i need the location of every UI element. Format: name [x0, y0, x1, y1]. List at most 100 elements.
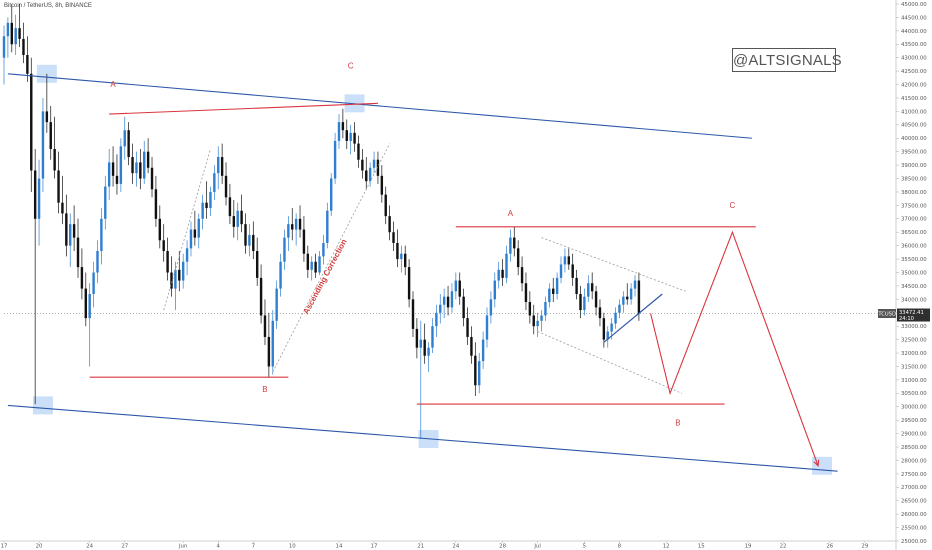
- candle: [450, 283, 454, 313]
- candle: [244, 213, 247, 254]
- candle: [454, 272, 458, 300]
- candle-body: [403, 253, 407, 268]
- candle: [111, 146, 115, 187]
- candle: [143, 140, 146, 184]
- candle: [552, 277, 555, 303]
- candle: [478, 353, 481, 394]
- candle-body: [583, 296, 586, 311]
- candle-body: [485, 315, 489, 340]
- candle-body: [84, 288, 88, 319]
- candle: [497, 261, 500, 289]
- x-tick-label: 28: [499, 544, 506, 550]
- candle: [181, 253, 185, 289]
- candle: [411, 291, 415, 337]
- candle: [213, 165, 216, 201]
- x-tick-label: 5: [583, 544, 586, 550]
- candle-body: [135, 162, 138, 174]
- candle-body: [217, 157, 220, 174]
- x-tick-label: 8: [618, 544, 622, 550]
- candle: [446, 285, 450, 316]
- projection-path: [650, 230, 819, 467]
- candle: [154, 175, 158, 227]
- candle: [263, 299, 267, 345]
- candle: [583, 288, 586, 316]
- y-tick-label: 38000.00: [901, 190, 927, 196]
- y-tick-label: 27500.00: [901, 472, 927, 478]
- candle-body: [353, 132, 356, 144]
- candle-body: [361, 159, 364, 171]
- candle: [2, 25, 6, 85]
- candle: [322, 234, 325, 265]
- candle-body: [150, 167, 154, 190]
- candle: [267, 312, 271, 378]
- candle-body: [33, 170, 37, 219]
- candle: [372, 151, 376, 174]
- candle: [314, 253, 317, 278]
- candle-body: [392, 232, 395, 243]
- candle-body: [497, 269, 500, 281]
- price-tag-value: 33472.41: [899, 310, 924, 316]
- candle-body: [637, 280, 641, 314]
- y-tick-label: 25000.00: [901, 539, 927, 545]
- candle: [252, 221, 255, 260]
- candle-body: [205, 202, 208, 209]
- candle: [555, 272, 559, 300]
- candle: [501, 259, 504, 286]
- candle-body: [255, 251, 259, 278]
- candle-body: [287, 224, 290, 238]
- candle-body: [528, 302, 532, 316]
- candle: [380, 165, 384, 203]
- x-tick-label: 4: [217, 544, 221, 550]
- candle: [30, 57, 33, 192]
- candle-body: [442, 296, 446, 305]
- price-tag-symbol-box: [878, 309, 896, 319]
- candle-body: [462, 296, 465, 319]
- candle: [49, 106, 52, 160]
- candle: [341, 108, 345, 139]
- candle: [466, 307, 469, 345]
- candle-body: [279, 261, 282, 289]
- candle-body: [181, 261, 185, 281]
- watermark-logo: @ALTSIGNALS: [732, 48, 842, 72]
- candle-body: [427, 347, 430, 356]
- candle: [119, 138, 123, 192]
- candle-body: [501, 269, 504, 278]
- candle: [536, 312, 539, 337]
- candle-body: [513, 237, 516, 249]
- candle: [509, 229, 512, 262]
- candle-body: [419, 339, 422, 348]
- candle: [193, 210, 197, 246]
- candle: [606, 326, 609, 348]
- candle: [65, 194, 68, 257]
- candle: [349, 124, 352, 155]
- candle-body: [575, 277, 578, 294]
- candle: [400, 245, 403, 273]
- candle-body: [493, 280, 497, 300]
- candle: [294, 213, 298, 246]
- channel-lower-line: [7, 404, 838, 472]
- candle-body: [228, 197, 232, 217]
- candle-body: [111, 162, 115, 176]
- candle-body: [423, 339, 426, 356]
- candle-body: [571, 264, 574, 278]
- x-tick-label: Jul: [533, 544, 541, 550]
- candle-body: [193, 229, 197, 238]
- candle: [37, 159, 41, 246]
- candle-body: [516, 248, 520, 268]
- candle: [462, 288, 465, 327]
- candle-body: [555, 277, 559, 294]
- triangle-upper-line: [541, 237, 686, 292]
- candle-body: [283, 237, 286, 262]
- wave-label: C: [730, 201, 736, 210]
- candle: [283, 229, 286, 270]
- candles-layer: [2, 4, 641, 439]
- candle-body: [294, 218, 298, 230]
- candle: [287, 216, 290, 252]
- y-tick-label: 34000.00: [901, 297, 927, 303]
- candle: [6, 17, 10, 58]
- annotation-back-layer: [4, 64, 896, 475]
- candle-body: [626, 296, 629, 300]
- candle: [571, 253, 574, 286]
- symbol-header[interactable]: Bitcoin / TetherUS, 8h, BINANCE: [4, 3, 92, 9]
